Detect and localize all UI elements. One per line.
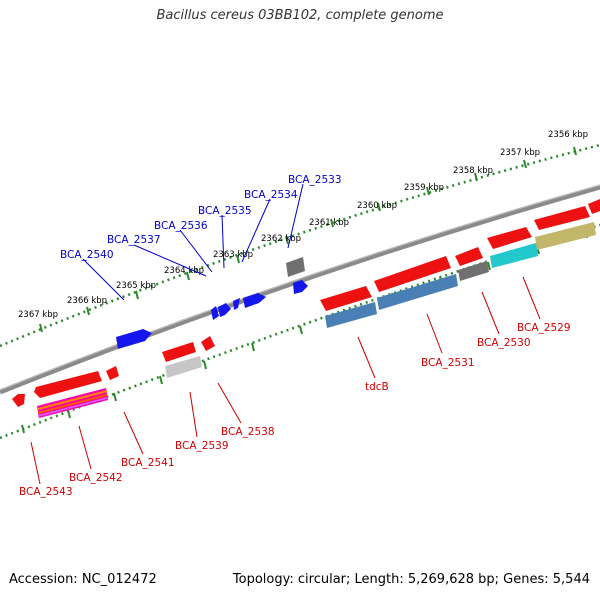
- feature-blue-tdcb[interactable]: [325, 302, 377, 328]
- map-title: Bacillus cereus 03BB102, complete genome: [156, 8, 444, 23]
- tick-label: 2364 kbp: [164, 266, 204, 276]
- forward-gene-labels: [82, 183, 304, 301]
- accession-text: Accession: NC_012472: [9, 572, 157, 587]
- ruler-labels: 2356 kbp 2357 kbp 2358 kbp 2359 kbp 2360…: [18, 130, 588, 320]
- gene-label[interactable]: BCA_2542: [69, 472, 123, 484]
- tick-label: 2359 kbp: [404, 183, 444, 193]
- tick-label: 2366 kbp: [67, 296, 107, 306]
- gene-arrow-bca-2535[interactable]: [233, 298, 240, 310]
- gene-arrow-bca-2531[interactable]: [374, 256, 451, 292]
- gene-arrow-bca-2542[interactable]: [34, 371, 102, 398]
- tick-label: 2363 kbp: [213, 250, 253, 260]
- feature-gray-bca-2530[interactable]: [458, 261, 489, 281]
- gene-arrow-bca-2538[interactable]: [201, 336, 215, 351]
- gene-arrow-bca-2533[interactable]: [293, 280, 308, 294]
- reverse-gene-labels: [30, 276, 541, 485]
- tick-label: 2357 kbp: [500, 148, 540, 158]
- gene-label[interactable]: BCA_2533: [288, 174, 342, 186]
- gene-label[interactable]: BCA_2536: [154, 220, 208, 232]
- tick-label: 2362 kbp: [261, 234, 301, 244]
- gene-arrow-bca-2537[interactable]: [211, 306, 219, 320]
- gene-arrow-bca-2530[interactable]: [455, 247, 483, 266]
- upper-ruler-ticks: [39, 146, 577, 333]
- tick-label: 2356 kbp: [548, 130, 588, 140]
- gene-label[interactable]: BCA_2543: [19, 486, 73, 498]
- topology-text: Topology: circular; Length: 5,269,628 bp…: [232, 572, 590, 587]
- gene-label[interactable]: BCA_2530: [477, 337, 531, 349]
- gene-label[interactable]: BCA_2537: [107, 234, 161, 246]
- protein-features: [37, 222, 596, 418]
- feature-cyan-bca-2529[interactable]: [490, 243, 538, 268]
- gene-label[interactable]: BCA_2538: [221, 426, 275, 438]
- gene-arrow-bca-2541[interactable]: [106, 366, 119, 380]
- feature-olive[interactable]: [535, 222, 596, 250]
- gene-arrow-bca-2534[interactable]: [243, 293, 266, 308]
- tick-label: 2365 kbp: [116, 281, 156, 291]
- gene-label[interactable]: BCA_2534: [244, 189, 298, 201]
- tick-label: 2367 kbp: [18, 310, 58, 320]
- gene-arrow-edge[interactable]: [588, 199, 600, 214]
- tick-label: 2358 kbp: [453, 166, 493, 176]
- gene-arrow-bca-2543[interactable]: [12, 394, 25, 407]
- feature-blue-bca-2531[interactable]: [377, 274, 458, 310]
- gene-label[interactable]: BCA_2531: [421, 357, 475, 369]
- tick-label: 2361 kbp: [309, 218, 349, 228]
- gene-label[interactable]: BCA_2541: [121, 457, 175, 469]
- gene-label[interactable]: BCA_2539: [175, 440, 229, 452]
- feature-gray-bca-2539[interactable]: [165, 356, 202, 378]
- gene-label[interactable]: tdcB: [365, 381, 389, 393]
- gene-label[interactable]: BCA_2535: [198, 205, 252, 217]
- gene-arrow-bca-2529[interactable]: [487, 227, 532, 249]
- gene-label[interactable]: BCA_2529: [517, 322, 571, 334]
- forward-genes: [116, 257, 308, 349]
- gene-arrow-tdcb[interactable]: [320, 286, 372, 311]
- reverse-genes: [12, 199, 600, 407]
- tick-label: 2360 kbp: [357, 201, 397, 211]
- gene-arrow-bca-2528[interactable]: [534, 206, 590, 230]
- gene-arrow-bca-2536[interactable]: [218, 303, 231, 317]
- gene-label[interactable]: BCA_2540: [60, 249, 114, 261]
- gene-arrow-bca-2539[interactable]: [162, 342, 196, 362]
- gene-arrow-bca-2540[interactable]: [116, 329, 152, 349]
- gene-box-bca-2533-gray[interactable]: [286, 257, 305, 277]
